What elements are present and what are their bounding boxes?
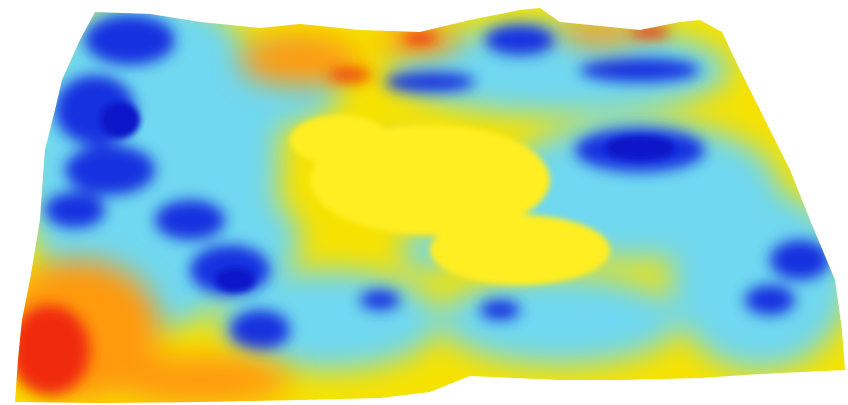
terrain-surface: [0, 0, 848, 405]
terrain-render: [0, 0, 848, 405]
page: [0, 0, 848, 405]
